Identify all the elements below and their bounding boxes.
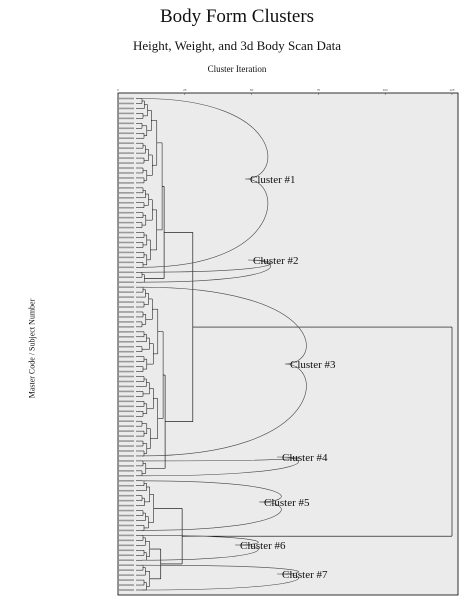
x-tick-label: 125	[449, 88, 454, 92]
cluster-bracket-curve	[141, 480, 282, 531]
x-axis-label: Cluster Iteration	[207, 64, 267, 74]
plot-frame	[117, 92, 459, 596]
cluster-label: Cluster #4	[282, 452, 328, 464]
x-tick-label: 75	[317, 88, 321, 92]
cluster-label: Cluster #2	[253, 255, 299, 267]
cluster-bracket-curve	[141, 98, 269, 268]
cluster-label: Cluster #1	[250, 174, 296, 186]
cluster-bracket-curve	[141, 456, 299, 477]
cluster-label: Cluster #5	[264, 497, 310, 509]
cluster-label: Cluster #6	[240, 540, 286, 552]
cluster-label: Cluster #3	[290, 359, 336, 371]
cluster-bracket-curve	[141, 286, 307, 457]
chart-subtitle: Height, Weight, and 3d Body Scan Data	[132, 38, 342, 53]
chart-title: Body Form Clusters	[159, 6, 315, 27]
cluster-bracket-curve	[141, 259, 272, 283]
cluster-bracket-curve	[141, 535, 259, 561]
cluster-label: Cluster #7	[282, 569, 328, 581]
x-tick-label: 50	[250, 88, 254, 92]
x-tick-label: 0	[117, 88, 119, 92]
x-tick-label: 25	[183, 88, 187, 92]
cluster-bracket-curve	[141, 564, 299, 591]
x-tick-label: 100	[383, 88, 388, 92]
